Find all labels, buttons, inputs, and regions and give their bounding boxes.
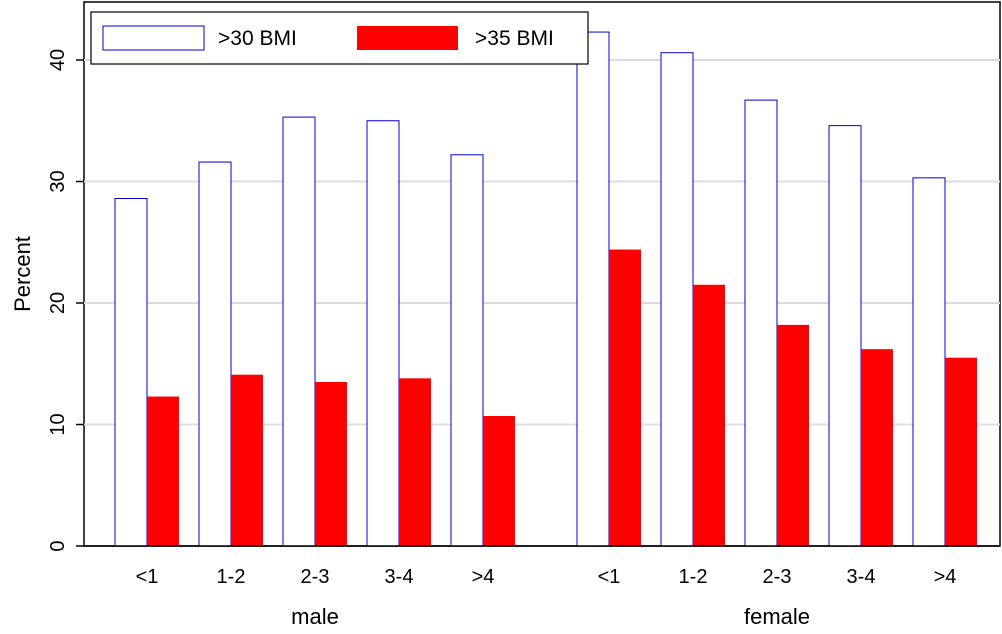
y-tick-label: 20: [47, 292, 69, 314]
bar-bmi35: [693, 284, 725, 546]
y-tick-label: 0: [47, 540, 69, 551]
legend-label-series-2: >35 BMI: [475, 27, 554, 50]
bar-bmi30: [828, 125, 862, 547]
x-tick-label: <1: [136, 566, 159, 588]
y-tick-label: 10: [47, 413, 69, 435]
x-tick-label: 2-3: [763, 566, 792, 588]
x-tick-label: 1-2: [217, 566, 246, 588]
legend-swatch-series-1: [102, 25, 205, 51]
bar-bmi35: [399, 378, 431, 546]
legend-label-series-1: >30 BMI: [218, 27, 297, 50]
legend-frame: [90, 11, 589, 65]
bar-bmi35: [777, 324, 809, 546]
bar-bmi30: [660, 52, 694, 547]
bar-bmi30: [576, 31, 610, 547]
x-tick-label: >4: [934, 566, 957, 588]
y-axis: 0 10 20 30 40: [47, 49, 84, 552]
y-axis-title: Percent: [10, 236, 35, 312]
y-tick-label: 40: [47, 49, 69, 71]
bar-bmi35: [609, 249, 641, 547]
bar-bmi35: [861, 349, 893, 546]
bar-bmi30: [198, 161, 232, 547]
legend: >30 BMI >35 BMI: [90, 11, 589, 65]
x-tick-label: >4: [472, 566, 495, 588]
bar-bmi35: [315, 381, 347, 546]
bar-bmi30: [114, 198, 148, 547]
bars-layer: [114, 31, 977, 547]
bar-bmi35: [231, 374, 263, 546]
x-tick-label: 3-4: [385, 566, 414, 588]
bar-bmi35: [147, 396, 179, 546]
x-tick-label: 2-3: [301, 566, 330, 588]
x-tick-label: 3-4: [847, 566, 876, 588]
bar-bmi30: [744, 99, 778, 547]
bar-bmi35: [483, 415, 515, 546]
bar-bmi35: [945, 357, 977, 546]
bar-bmi30: [366, 120, 400, 547]
x-tick-label: <1: [598, 566, 621, 588]
bar-bmi30: [282, 116, 316, 547]
x-axis: <1 1-2 2-3 3-4 >4 male <1 1-2 2-3 3-4 >4 female: [136, 566, 957, 629]
y-tick-label: 30: [47, 170, 69, 192]
x-tick-label: 1-2: [679, 566, 708, 588]
legend-swatch-series-2: [357, 26, 458, 50]
bar-bmi30: [912, 177, 946, 547]
group-label: male: [291, 604, 339, 629]
group-label: female: [744, 604, 810, 629]
bar-bmi30: [450, 154, 484, 547]
